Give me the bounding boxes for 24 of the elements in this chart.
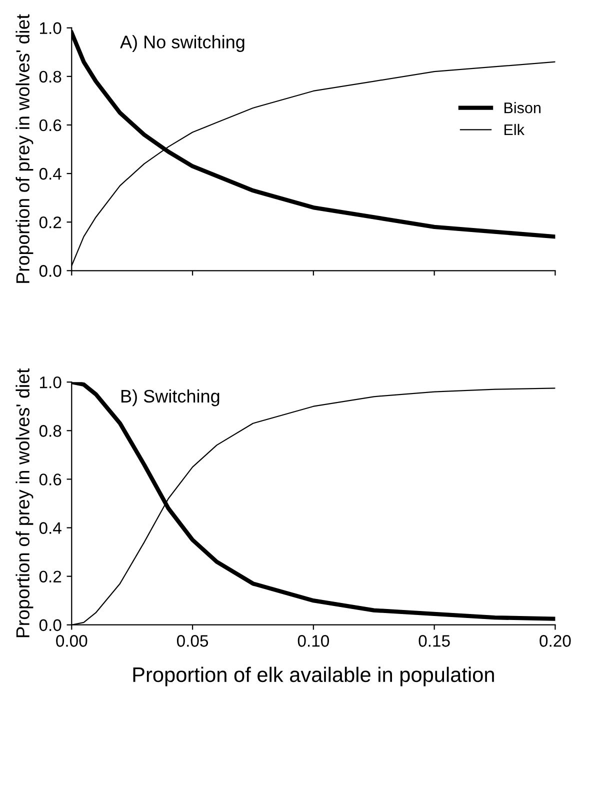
x-tick-label: 0.10 xyxy=(298,635,329,647)
y-tick-label: 0.6 xyxy=(39,119,62,132)
annotation: B) Switching xyxy=(121,389,220,406)
y-tick-label: 0.6 xyxy=(39,474,62,486)
y-tick-label: 0.8 xyxy=(39,425,62,437)
x-tick-label: 0.05 xyxy=(176,635,208,647)
y-tick-label: 0.2 xyxy=(39,216,62,228)
y-tick-label: 1.0 xyxy=(40,22,62,34)
legend-label: Bison xyxy=(504,102,540,114)
y-axis-title: Proportion of prey in wolves' diet xyxy=(16,368,34,638)
y-tick-label: 0.2 xyxy=(39,570,62,583)
y-tick-label: 0.0 xyxy=(39,265,62,277)
x-tick-label: 0.20 xyxy=(540,635,571,647)
y-tick-label: 0.8 xyxy=(39,70,62,83)
y-tick-label: 1.0 xyxy=(40,376,62,388)
y-axis-title: Proportion of prey in wolves' diet xyxy=(16,14,34,283)
y-tick-label: 0.0 xyxy=(39,619,62,632)
y-tick-label: 0.4 xyxy=(39,168,62,180)
x-tick-label: 0.00 xyxy=(56,635,88,647)
legend-label: Elk xyxy=(504,124,524,136)
x-axis-title: Proportion of elk available in population xyxy=(133,666,494,686)
y-tick-label: 0.4 xyxy=(39,522,62,534)
annotation: A) No switching xyxy=(120,35,244,52)
x-tick-label: 0.15 xyxy=(418,635,450,647)
